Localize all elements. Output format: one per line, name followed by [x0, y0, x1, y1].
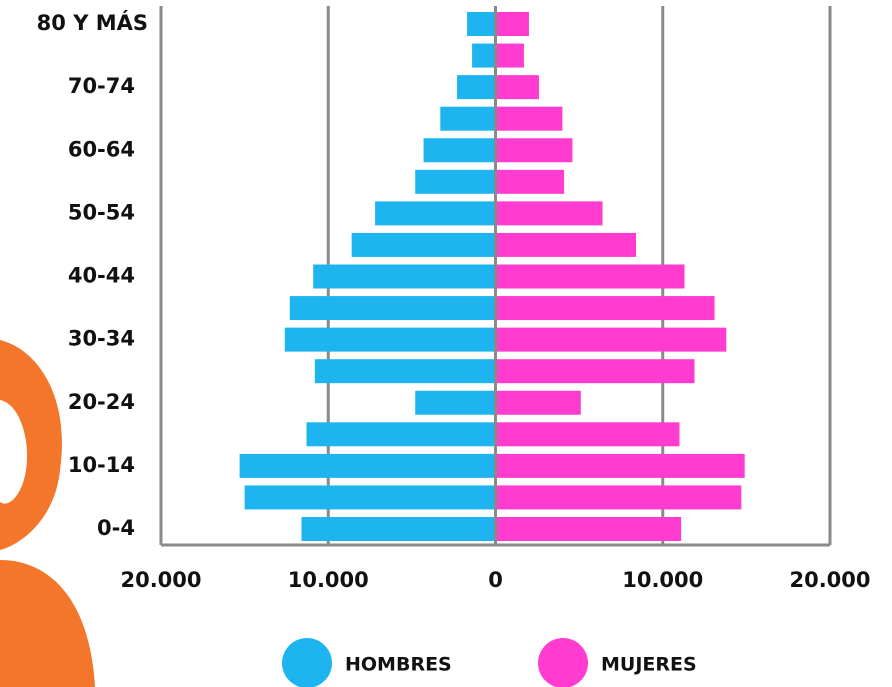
bar — [457, 75, 495, 99]
bar — [352, 233, 496, 257]
legend-label: MUJERES — [601, 654, 697, 676]
x-tick-label: 20.000 — [789, 568, 870, 592]
x-tick-label: 10.000 — [288, 568, 369, 592]
bar — [496, 201, 603, 225]
x-tick-label: 10.000 — [622, 568, 703, 592]
bar — [290, 296, 496, 320]
bar — [240, 454, 496, 478]
x-tick-label: 0 — [488, 568, 503, 592]
bar — [496, 265, 685, 289]
bar — [415, 391, 495, 415]
bar — [375, 201, 495, 225]
chart: 20.000 10.000 0 10.000 20.000 0-4 10-14 20-24 30… — [0, 0, 892, 687]
x-tick-label: 20.000 — [120, 568, 201, 592]
bar — [496, 359, 695, 383]
bar — [496, 391, 581, 415]
bar — [496, 233, 636, 257]
bar — [415, 170, 495, 194]
y-tick-label: 50-54 — [68, 200, 135, 224]
y-tick-label: 70-74 — [68, 74, 135, 98]
bar — [496, 75, 539, 99]
y-tick-label: 0-4 — [97, 516, 135, 540]
y-tick-label: 80 Y MÁS — [37, 10, 148, 35]
bar — [315, 359, 496, 383]
bar — [245, 485, 496, 509]
bar — [496, 170, 565, 194]
bar — [424, 138, 496, 162]
bar — [472, 44, 495, 68]
bar — [496, 485, 742, 509]
bar — [440, 107, 495, 131]
bar — [496, 454, 745, 478]
y-tick-label: 10-14 — [68, 453, 135, 477]
legend-swatch — [282, 638, 332, 687]
y-tick-label: 40-44 — [68, 264, 135, 288]
y-tick-label: 20-24 — [68, 390, 135, 414]
bar — [496, 296, 715, 320]
bar — [496, 328, 727, 352]
bar — [467, 12, 495, 36]
legend-swatch — [538, 638, 588, 687]
bar — [301, 517, 495, 541]
bar — [496, 138, 573, 162]
bar — [496, 107, 563, 131]
bar — [285, 328, 496, 352]
bar — [496, 517, 682, 541]
legend-label: HOMBRES — [345, 654, 452, 676]
y-tick-label: 60-64 — [68, 137, 135, 161]
bar — [313, 265, 495, 289]
bar — [307, 422, 496, 446]
bar — [496, 12, 529, 36]
bar — [496, 44, 524, 68]
y-tick-label: 30-34 — [68, 327, 135, 351]
bar — [496, 422, 680, 446]
